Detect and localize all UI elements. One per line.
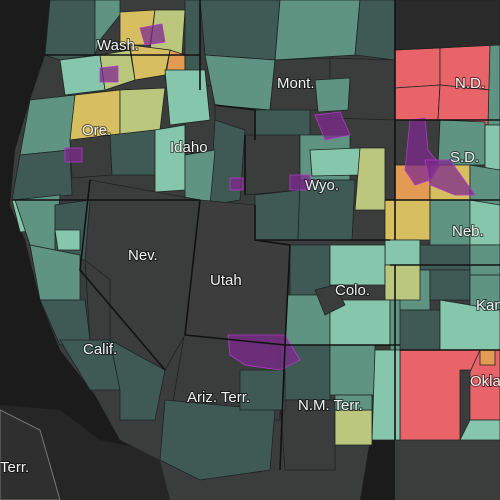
region-north-dakota bbox=[394, 0, 500, 126]
label-nebraska: Neb. bbox=[452, 223, 484, 240]
label-utah: Utah bbox=[210, 272, 242, 289]
label-colorado: Colo. bbox=[335, 282, 370, 299]
label-kansas: Kan. bbox=[476, 297, 500, 314]
region-new-mexico bbox=[279, 344, 401, 471]
state-borders bbox=[12, 0, 500, 471]
label-south-dakota: S.D. bbox=[450, 149, 479, 166]
label-new-mexico: N.M. Terr. bbox=[298, 397, 363, 414]
label-washington: Wash. bbox=[97, 37, 139, 54]
label-nevada: Nev. bbox=[128, 247, 158, 264]
region-montana bbox=[199, 0, 396, 141]
label-north-dakota: N.D. bbox=[455, 75, 485, 92]
region-idaho bbox=[154, 69, 246, 206]
label-idaho: Idaho bbox=[170, 139, 208, 156]
reservation-areas bbox=[64, 23, 476, 371]
label-california: Calif. bbox=[83, 341, 117, 358]
label-territory: Terr. bbox=[0, 459, 29, 476]
region-california bbox=[14, 194, 166, 421]
region-wyoming bbox=[244, 134, 386, 241]
label-oklahoma: Okla. bbox=[470, 373, 500, 390]
label-arizona: Ariz. Terr. bbox=[187, 389, 250, 406]
landmass-south bbox=[0, 405, 340, 500]
label-montana: Mont. bbox=[277, 75, 315, 92]
label-wyoming: Wyo. bbox=[305, 177, 339, 194]
region-colorado bbox=[284, 244, 421, 351]
territory-corner bbox=[0, 409, 61, 500]
region-oklahoma bbox=[399, 349, 500, 441]
label-oregon: Ore. bbox=[82, 122, 111, 139]
